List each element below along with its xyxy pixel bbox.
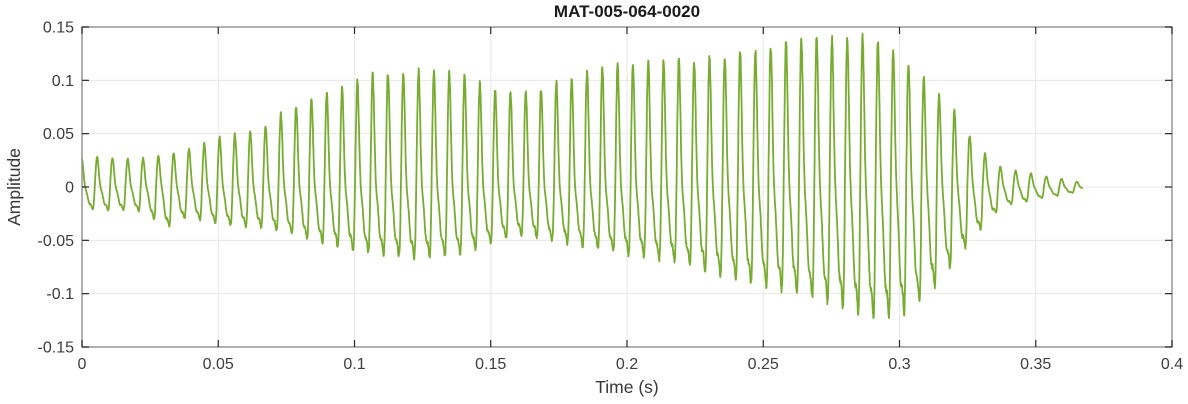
- y-tick-labels: -0.15 -0.1 -0.05 0 0.05 0.1 0.15: [38, 20, 75, 357]
- x-tick-label: 0.15: [475, 356, 506, 373]
- y-tick-label: 0.05: [43, 126, 74, 143]
- chart-title: MAT-005-064-0020: [554, 2, 700, 21]
- x-tick-label: 0.3: [888, 356, 910, 373]
- x-tick-label: 0.2: [616, 356, 638, 373]
- y-tick-label: 0.1: [52, 73, 74, 90]
- x-tick-label: 0.25: [748, 356, 779, 373]
- y-tick-label: 0.15: [43, 20, 74, 37]
- y-tick-label: -0.1: [46, 286, 74, 303]
- x-tick-label: 0.35: [1020, 356, 1051, 373]
- waveform-series: [81, 32, 1083, 320]
- y-tick-label: -0.05: [38, 233, 75, 250]
- y-tick-label: -0.15: [38, 340, 75, 357]
- gridlines: [82, 27, 1172, 347]
- axis-ticks: [81, 26, 1173, 348]
- x-axis-label: Time (s): [595, 377, 659, 397]
- x-tick-label: 0.05: [203, 356, 234, 373]
- y-tick-label: 0: [65, 180, 74, 197]
- x-tick-label: 0.4: [1161, 356, 1183, 373]
- y-axis-label: Amplitude: [4, 148, 24, 226]
- x-tick-labels: 0 0.05 0.1 0.15 0.2 0.25 0.3 0.35 0.4: [78, 356, 1184, 373]
- x-tick-label: 0: [78, 356, 87, 373]
- x-tick-label: 0.1: [343, 356, 365, 373]
- waveform-line: [81, 32, 1083, 320]
